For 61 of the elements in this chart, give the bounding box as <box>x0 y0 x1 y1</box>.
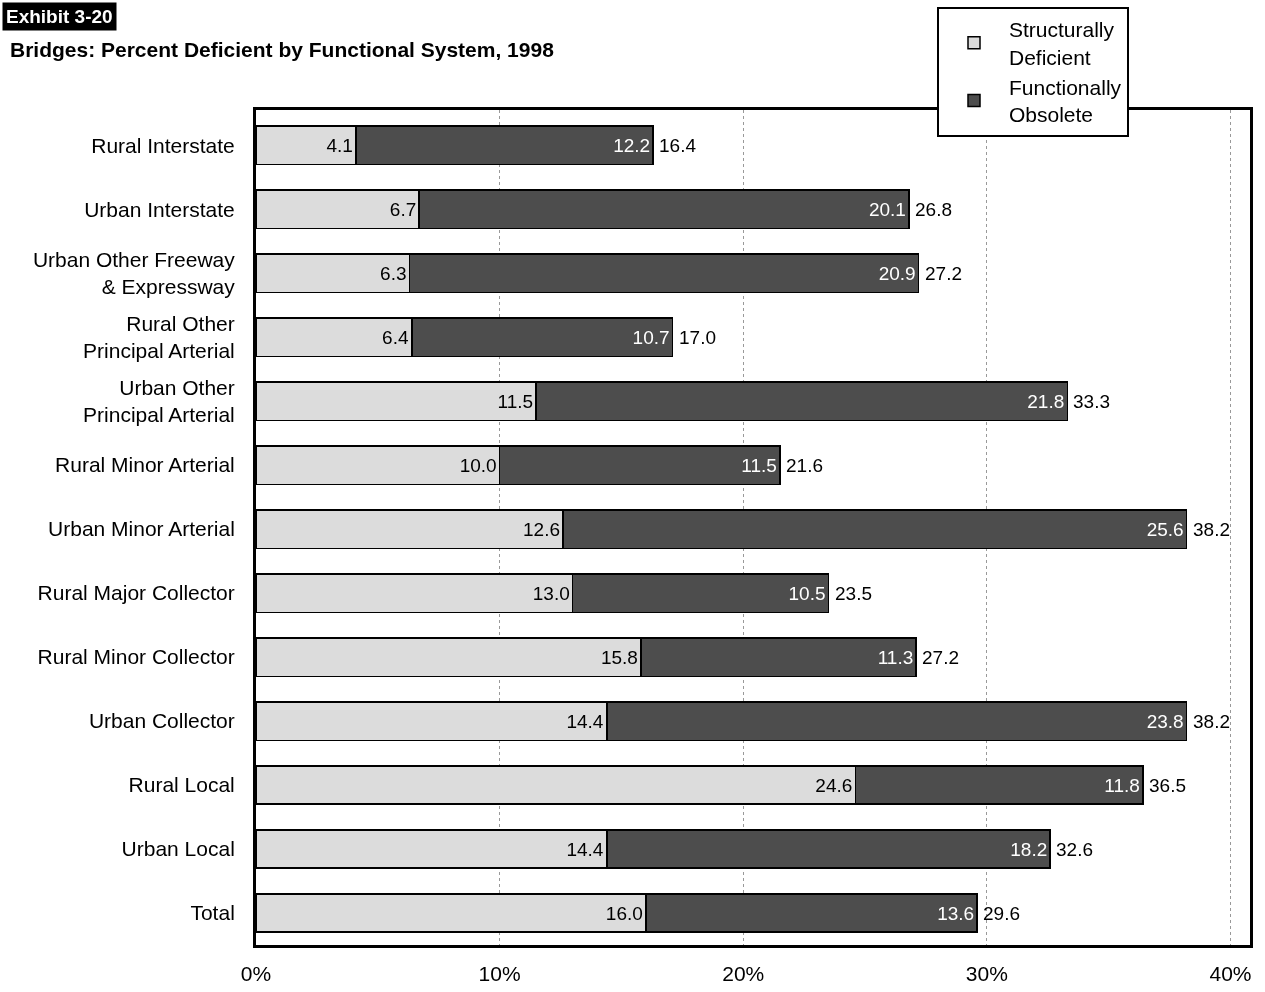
data-label: 15.8 <box>600 646 638 668</box>
data-label: 16.0 <box>605 902 643 924</box>
y-tick-label: Urban Other Principal Arterial <box>83 375 235 427</box>
y-tick-label: Rural Minor Arterial <box>55 453 235 477</box>
data-label: 20.1 <box>868 198 906 220</box>
y-tick-label: Rural Minor Collector <box>37 645 235 669</box>
data-label: 25.6 <box>1146 518 1184 540</box>
y-tick-label: Rural Major Collector <box>37 581 235 605</box>
x-tick-label: 0% <box>240 962 272 986</box>
data-label: 6.7 <box>389 198 417 220</box>
chart-title: Bridges: Percent Deficient by Functional System, 1998 <box>10 38 555 62</box>
data-label: 11.3 <box>877 646 914 668</box>
x-tick-label: 10% <box>478 962 521 986</box>
data-label: 11.5 <box>741 454 777 476</box>
data-label: 13.6 <box>937 902 975 924</box>
data-label: 4.1 <box>326 134 353 156</box>
y-tick-label: Urban Local <box>121 837 235 861</box>
data-label: 11.8 <box>1104 774 1140 796</box>
y-tick-label: Rural Local <box>128 773 235 797</box>
total-label: 29.6 <box>983 903 1020 924</box>
data-label: 24.6 <box>815 774 853 796</box>
total-label: 27.2 <box>925 263 962 284</box>
data-label: 11.5 <box>497 390 534 412</box>
text: Exhibit 3-20 <box>6 6 113 27</box>
total-label: 17.0 <box>679 327 716 348</box>
data-label: 10.0 <box>459 454 497 476</box>
data-label: 6.3 <box>380 262 407 284</box>
data-label: 13.0 <box>532 582 570 604</box>
data-label: 23.8 <box>1146 710 1184 732</box>
total-label: 21.6 <box>786 455 823 476</box>
data-label: 6.4 <box>382 326 409 348</box>
y-tick-label: Urban Other Freeway & Expressway <box>32 247 236 299</box>
total-label: 33.3 <box>1073 391 1110 412</box>
data-label: 14.4 <box>566 710 604 732</box>
data-label: 12.2 <box>613 134 651 156</box>
total-label: 26.8 <box>915 199 952 220</box>
x-tick-label: 20% <box>722 962 765 986</box>
total-label: 32.6 <box>1056 839 1093 860</box>
total-label: 23.5 <box>835 583 872 604</box>
data-label: 14.4 <box>566 838 604 860</box>
total-label: 38.2 <box>1193 711 1230 732</box>
total-label: 38.2 <box>1193 519 1230 540</box>
x-tick-label: 40% <box>1209 962 1252 986</box>
y-tick-label: Rural Interstate <box>91 133 235 157</box>
data-label: 21.8 <box>1027 390 1065 412</box>
total-label: 36.5 <box>1149 775 1186 796</box>
x-tick-label: 30% <box>965 962 1008 986</box>
data-label: 12.6 <box>522 518 560 540</box>
data-label: 18.2 <box>1010 838 1048 860</box>
data-label: 10.7 <box>632 326 670 348</box>
y-tick-label: Urban Interstate <box>84 197 235 221</box>
data-label: 20.9 <box>878 262 916 284</box>
y-tick-label: Urban Minor Arterial <box>48 517 235 541</box>
total-label: 27.2 <box>922 647 959 668</box>
total-label: 16.4 <box>659 135 697 156</box>
y-tick-label: Urban Collector <box>88 709 235 733</box>
y-tick-label: Rural Other Principal Arterial <box>83 311 235 363</box>
legend-label: Functionally Obsolete <box>1009 75 1122 127</box>
y-tick-label: Total <box>190 901 235 925</box>
data-label: 10.5 <box>788 582 826 604</box>
legend-label: Structurally Deficient <box>1009 18 1115 69</box>
